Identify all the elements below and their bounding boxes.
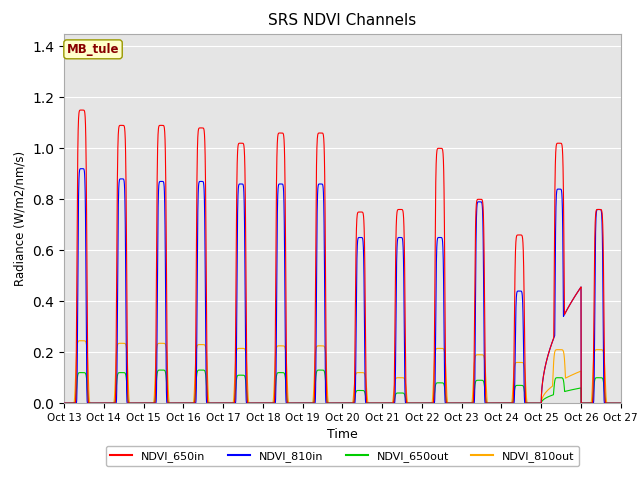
- NDVI_650in: [617, 400, 625, 406]
- Line: NDVI_650in: NDVI_650in: [64, 110, 621, 403]
- NDVI_810in: [78, 166, 86, 171]
- NDVI_650out: [60, 400, 68, 406]
- NDVI_650in: [206, 400, 214, 406]
- NDVI_810in: [90, 400, 97, 406]
- NDVI_650in: [437, 145, 445, 151]
- NDVI_810in: [60, 400, 68, 406]
- X-axis label: Time: Time: [327, 429, 358, 442]
- NDVI_810out: [90, 400, 97, 406]
- Line: NDVI_810out: NDVI_810out: [64, 341, 621, 403]
- Legend: NDVI_650in, NDVI_810in, NDVI_650out, NDVI_810out: NDVI_650in, NDVI_810in, NDVI_650out, NDV…: [106, 446, 579, 466]
- NDVI_810out: [330, 400, 337, 406]
- Line: NDVI_650out: NDVI_650out: [64, 370, 621, 403]
- NDVI_650in: [60, 400, 68, 406]
- NDVI_650out: [617, 400, 625, 406]
- NDVI_810out: [271, 379, 278, 384]
- NDVI_810in: [206, 400, 214, 406]
- NDVI_810in: [330, 400, 337, 406]
- NDVI_810out: [78, 338, 86, 344]
- NDVI_650in: [271, 399, 278, 405]
- NDVI_810out: [437, 346, 445, 351]
- NDVI_810in: [617, 400, 625, 406]
- NDVI_810in: [271, 400, 278, 406]
- NDVI_810out: [206, 400, 214, 406]
- NDVI_650in: [330, 400, 337, 406]
- NDVI_810in: [437, 235, 445, 240]
- Text: MB_tule: MB_tule: [67, 43, 119, 56]
- Line: NDVI_810in: NDVI_810in: [64, 168, 621, 403]
- NDVI_810out: [282, 347, 289, 352]
- Title: SRS NDVI Channels: SRS NDVI Channels: [268, 13, 417, 28]
- NDVI_810out: [617, 400, 625, 406]
- NDVI_650out: [90, 400, 97, 406]
- NDVI_650out: [206, 400, 214, 406]
- NDVI_650in: [78, 107, 86, 113]
- NDVI_650out: [271, 399, 278, 405]
- Y-axis label: Radiance (W/m2/nm/s): Radiance (W/m2/nm/s): [13, 151, 27, 286]
- NDVI_810in: [282, 361, 289, 367]
- NDVI_650in: [282, 220, 289, 226]
- NDVI_650out: [437, 380, 445, 386]
- NDVI_650out: [282, 375, 289, 381]
- NDVI_810out: [60, 400, 68, 406]
- NDVI_650in: [90, 400, 97, 406]
- NDVI_650out: [157, 367, 165, 373]
- NDVI_650out: [330, 400, 337, 406]
